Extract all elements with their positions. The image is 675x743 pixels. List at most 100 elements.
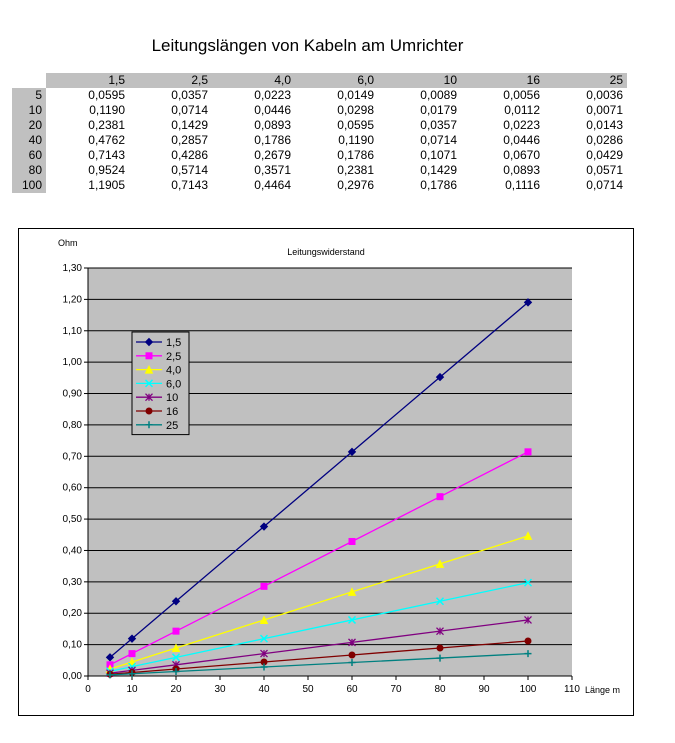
data-point [260,582,268,590]
legend-label: 16 [166,406,178,418]
table-cell: 0,0357 [171,88,208,102]
y-tick-label: 0,00 [63,671,83,682]
data-point [106,671,114,679]
table-cell: 0,2679 [254,148,291,162]
data-point [260,663,268,671]
resistance-table: 1,5 2,5 4,0 6,0 10 16 25 5 0,0595 0,0357 0,… [12,73,627,193]
table-cell: 0,0893 [503,163,540,177]
data-point [105,653,115,662]
data-point [436,654,444,662]
table-cell: 0,9524 [88,163,125,177]
y-tick-label: 1,20 [63,294,83,305]
row-header-length: 10 [12,103,46,118]
column-header: 1,5 [46,73,129,88]
data-point [172,668,180,676]
data-point [524,637,532,645]
table-cell: 0,1429 [171,118,208,132]
data-point [172,627,180,635]
data-point [436,644,444,652]
chart-title: Leitungswiderstand [287,247,365,257]
table-cell: 0,0223 [254,88,291,102]
legend-label: 2,5 [166,351,181,363]
y-tick-label: 0,20 [63,608,83,619]
data-point [348,659,356,667]
x-tick-label: 60 [346,684,358,695]
table-row: 100 1,1905 0,7143 0,4464 0,2976 0,1786 0,1116 0… [12,178,627,193]
data-point [171,643,181,652]
data-point [127,657,137,667]
y-tick-label: 0,10 [63,640,83,651]
table-cell: 0,0223 [503,118,540,132]
chart-frame: 0,00 0,10 0,20 0,30 0,40 0,50 0,60 0,70 0,80 0,90… [18,228,634,716]
y-tick-label: 1,30 [63,263,83,274]
column-header: 25 [544,73,627,88]
y-tick-label: 0,70 [63,451,83,462]
data-point [347,447,357,457]
table-cell: 0,0179 [420,103,457,117]
table-cell: 0,0143 [586,118,623,132]
data-point [435,559,445,568]
table-cell: 0,2857 [171,133,208,147]
table-cell: 0,2381 [88,118,125,132]
data-point [171,597,181,606]
data-point [523,298,533,307]
data-point [259,615,269,624]
table-cell: 0,0714 [586,178,623,192]
row-header-length: 80 [12,163,46,178]
legend-label: 6,0 [166,378,181,390]
data-point [435,597,445,606]
x-tick-label: 20 [170,684,182,695]
table-cell: 0,0112 [504,103,540,117]
table-cell: 0,4286 [171,148,208,162]
data-point [348,638,356,647]
x-tick-label: 110 [564,684,580,695]
y-axis-label: Ohm [58,238,78,248]
y-tick-label: 0,90 [63,389,83,400]
data-point [524,615,532,624]
row-header-length: 40 [12,133,46,148]
resistance-chart: 0,00 0,10 0,20 0,30 0,40 0,50 0,60 0,70 0,80 0,90… [58,238,620,695]
table-cell: 0,0670 [503,148,540,162]
table-cell: 0,0595 [88,88,125,102]
table-cell: 0,1116 [505,178,540,192]
legend-marker [144,337,154,347]
data-point [171,653,181,662]
table-cell: 0,0714 [171,103,208,117]
table-cell: 0,0446 [503,133,540,147]
y-tick-label: 1,00 [63,357,83,368]
data-point [347,587,357,596]
y-tick-label: 0,60 [63,483,83,494]
column-header: 4,0 [212,73,295,88]
legend-marker [145,407,153,415]
column-header: 10 [378,73,461,88]
table-cell: 0,0089 [420,88,457,102]
data-point [128,670,136,678]
y-tick-label: 0,40 [63,545,83,556]
table-cell: 0,0893 [254,118,291,132]
table-cell: 0,1786 [337,148,374,162]
x-tick-label: 10 [126,684,138,695]
table-cell: 0,2381 [337,163,374,177]
table-cell: 0,4464 [254,178,291,192]
table-cell: 0,2976 [337,178,374,192]
data-point [348,651,356,659]
legend-marker [145,421,153,429]
table-cell: 0,4762 [88,133,125,147]
table-cell: 0,0357 [420,118,457,132]
x-tick-label: 50 [302,684,314,695]
y-tick-label: 1,10 [63,326,83,337]
table-header-row: 1,5 2,5 4,0 6,0 10 16 25 [12,73,627,88]
data-point [128,650,136,658]
data-point [260,649,268,658]
row-header-length: 20 [12,118,46,133]
data-point [259,634,269,643]
legend-label: 25 [166,420,178,432]
y-tick-label: 0,30 [63,577,83,588]
table-row: 20 0,2381 0,1429 0,0893 0,0595 0,0357 0,0223 0,… [12,118,627,133]
data-point [259,522,269,531]
table-cell: 1,1905 [88,178,125,192]
table-cell: 0,0298 [337,103,374,117]
table-cell: 0,0446 [254,103,291,117]
table-cell: 0,0714 [420,133,457,147]
x-tick-label: 100 [520,684,537,695]
